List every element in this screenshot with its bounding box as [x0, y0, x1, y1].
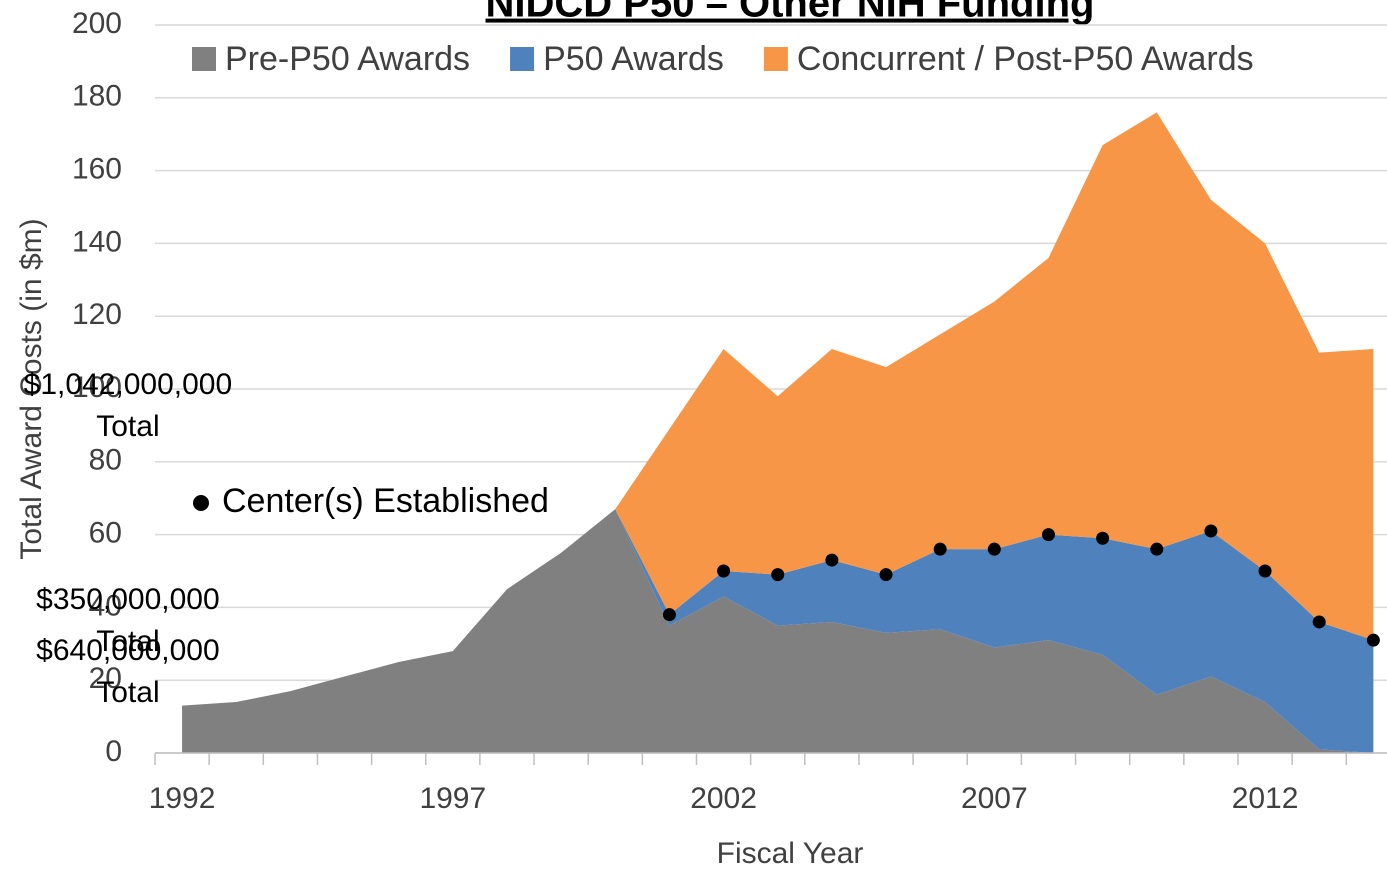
- annotation: Total: [96, 625, 159, 658]
- annotation: Total: [96, 410, 159, 443]
- y-tick-label: 180: [72, 80, 122, 113]
- y-tick-label: 0: [105, 735, 122, 768]
- marker: [662, 608, 676, 622]
- annotation: $350,000,000: [36, 583, 220, 616]
- y-tick-label: 40: [89, 589, 122, 622]
- x-tick-label: 2002: [690, 782, 757, 815]
- legend-swatch: [763, 47, 788, 71]
- y-tick-label: 60: [89, 517, 122, 550]
- area: [182, 509, 1374, 753]
- area: [182, 112, 1374, 706]
- marker: [1204, 524, 1218, 538]
- y-tick-label: 100: [72, 371, 122, 404]
- legend-label: Center(s) Established: [222, 482, 549, 520]
- x-tick-label: 2012: [1232, 782, 1299, 815]
- marker: [1312, 615, 1326, 629]
- y-tick-label: 160: [72, 153, 122, 186]
- x-tick-label: 2007: [961, 782, 1028, 815]
- y-tick-label: 20: [89, 662, 122, 695]
- marker: [1258, 564, 1272, 578]
- annotation: Total: [96, 676, 159, 709]
- x-tick-label: 1992: [149, 782, 216, 815]
- y-tick-label: 80: [89, 444, 122, 477]
- marker: [717, 564, 731, 578]
- area: [182, 509, 1374, 753]
- marker: [771, 568, 785, 582]
- y-tick-label: 140: [72, 225, 122, 258]
- marker: [987, 542, 1001, 556]
- x-axis-title: Fiscal Year: [717, 837, 864, 870]
- x-tick-label: 1997: [419, 782, 486, 815]
- legend-label: P50 Awards: [543, 40, 724, 78]
- annotation: $640,000,000: [36, 634, 220, 667]
- chart-title: NIDCD P50 – Other NIH Funding: [486, 0, 1095, 26]
- marker: [879, 568, 893, 582]
- annotation: $1,042,000,000: [24, 368, 233, 401]
- marker: [1150, 542, 1164, 556]
- marker: [825, 553, 839, 567]
- legend-swatch: [192, 47, 216, 71]
- legend-marker: [193, 495, 209, 511]
- marker: [1041, 528, 1055, 542]
- y-tick-label: 200: [72, 7, 122, 40]
- marker: [1366, 633, 1380, 647]
- legend-swatch: [510, 47, 535, 71]
- y-tick-label: 120: [72, 298, 122, 331]
- marker: [933, 542, 947, 556]
- legend-label: Concurrent / Post-P50 Awards: [797, 40, 1254, 78]
- y-axis-title: Total Award Costs (in $m): [15, 218, 48, 559]
- marker: [1096, 531, 1110, 545]
- legend-label: Pre-P50 Awards: [225, 40, 470, 78]
